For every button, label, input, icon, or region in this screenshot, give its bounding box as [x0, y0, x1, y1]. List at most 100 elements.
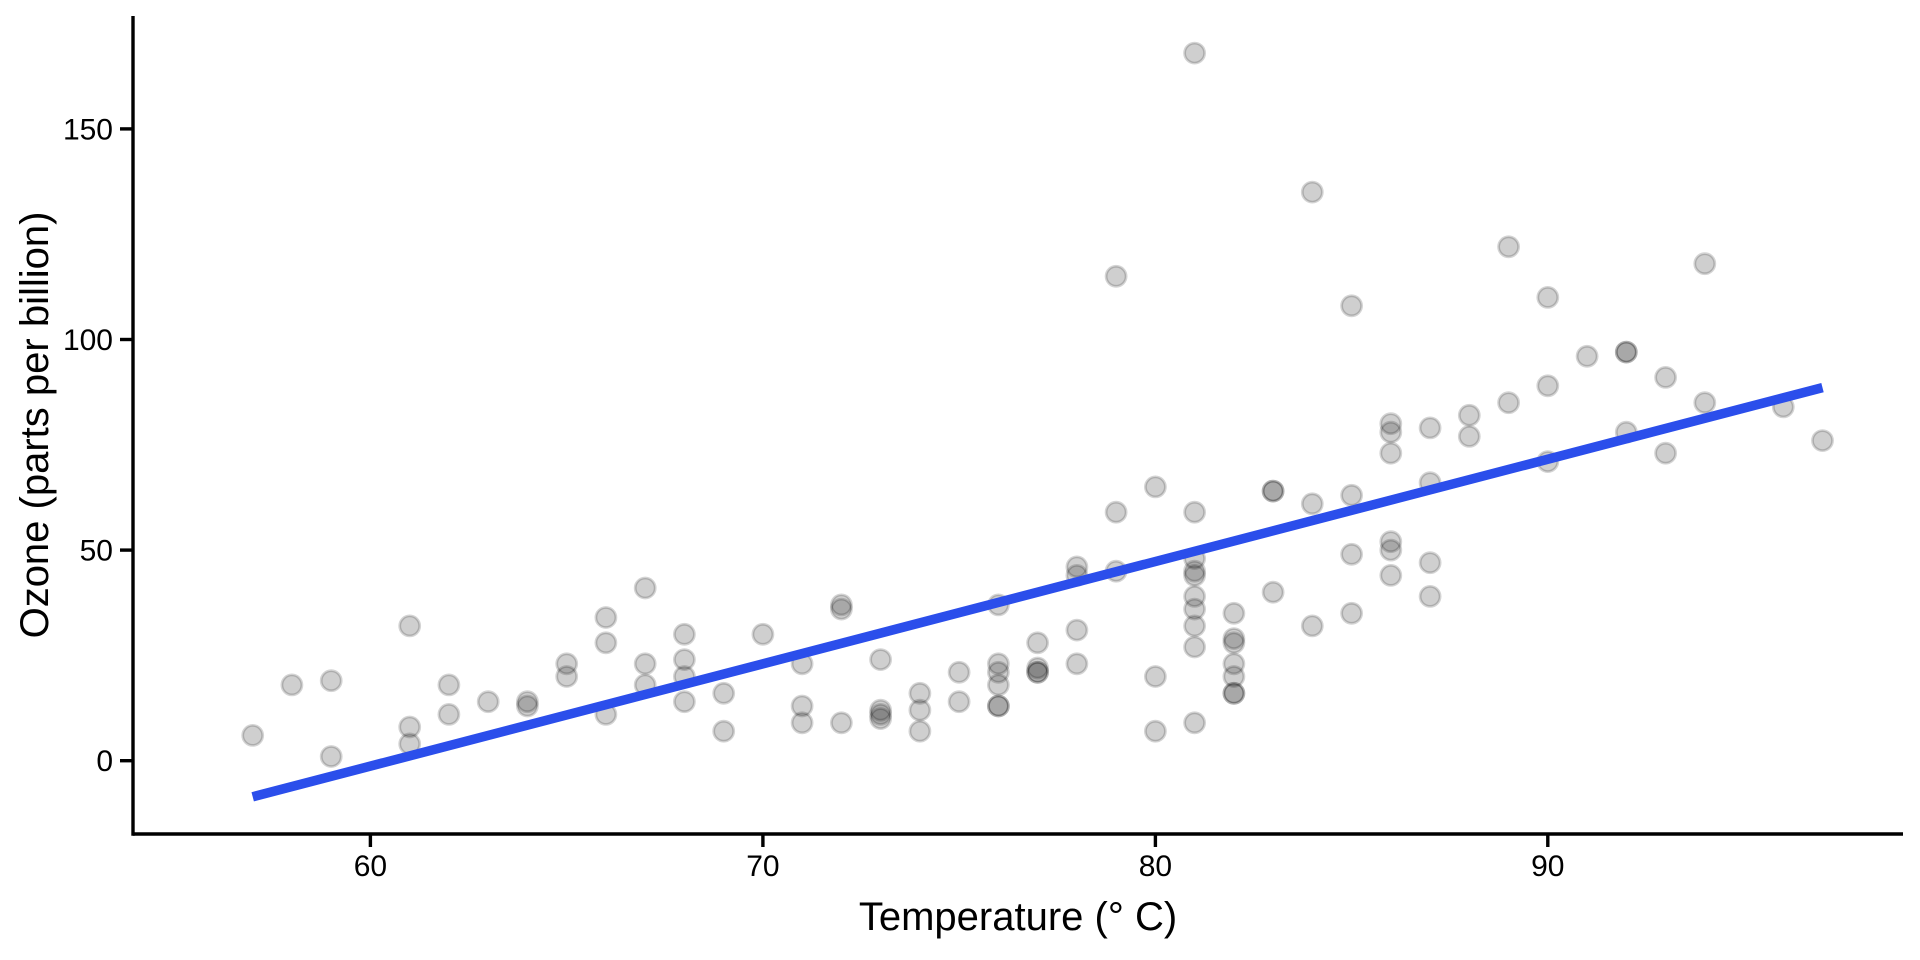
data-point	[987, 694, 1010, 718]
data-point	[1183, 614, 1206, 638]
data-point	[1261, 580, 1285, 604]
data-point	[987, 660, 1010, 684]
data-point	[516, 690, 539, 714]
data-point	[1183, 711, 1206, 735]
data-point	[1811, 429, 1834, 453]
data-point	[869, 707, 892, 730]
data-point	[908, 681, 932, 705]
data-point	[1379, 412, 1403, 436]
data-point	[1104, 264, 1128, 288]
data-point	[673, 648, 696, 671]
data-point	[1026, 660, 1049, 684]
data-point	[437, 703, 461, 726]
data-point	[1418, 585, 1442, 608]
data-point	[1614, 340, 1638, 364]
data-point	[1026, 656, 1049, 680]
data-point	[1026, 631, 1049, 655]
x-tick-label: 90	[1531, 850, 1564, 883]
data-point	[476, 690, 500, 714]
data-point	[398, 614, 422, 638]
data-point	[1340, 542, 1363, 566]
data-point	[1457, 403, 1481, 427]
data-point	[947, 660, 971, 684]
data-point	[1144, 665, 1167, 688]
data-point	[1418, 416, 1442, 440]
data-point	[908, 698, 932, 722]
data-point	[987, 673, 1010, 697]
x-tick-label: 60	[354, 850, 387, 883]
data-point	[1104, 500, 1128, 524]
data-point	[594, 606, 618, 629]
data-point	[1379, 564, 1403, 587]
data-point	[1379, 441, 1403, 465]
data-point	[1026, 660, 1049, 684]
data-point	[280, 673, 304, 697]
axes-layer	[131, 16, 1903, 836]
data-point	[1536, 374, 1560, 398]
data-point	[241, 724, 265, 747]
data-point	[1379, 530, 1403, 554]
data-point	[516, 694, 539, 718]
data-point	[1575, 344, 1599, 368]
data-point	[1261, 479, 1285, 503]
data-point	[1183, 564, 1206, 587]
data-point	[1340, 483, 1363, 507]
data-point	[1379, 420, 1403, 444]
data-point	[1222, 681, 1246, 705]
data-point	[712, 719, 736, 743]
data-point	[1654, 441, 1677, 465]
data-point	[869, 703, 892, 726]
data-point	[947, 690, 971, 714]
data-point	[1379, 538, 1403, 562]
data-point	[1222, 652, 1246, 676]
data-point	[1536, 285, 1560, 309]
data-point	[1693, 252, 1717, 276]
data-point	[1183, 585, 1206, 608]
y-tick-label: 0	[96, 745, 113, 778]
data-point	[1065, 555, 1089, 579]
x-axis-title: Temperature (° C)	[859, 895, 1177, 939]
data-point	[1497, 235, 1520, 259]
data-point	[1222, 627, 1246, 650]
data-point	[869, 698, 892, 722]
data-point	[1065, 652, 1089, 676]
data-point	[633, 576, 657, 600]
data-point	[1144, 475, 1167, 499]
data-point	[1497, 391, 1520, 415]
data-point	[1222, 631, 1246, 655]
data-point	[1340, 601, 1363, 625]
y-tick-label: 50	[80, 535, 113, 568]
data-point	[319, 745, 343, 768]
x-tick-label: 70	[746, 850, 779, 883]
data-point	[1418, 551, 1442, 575]
data-point	[555, 665, 579, 688]
trend-line-layer	[251, 383, 1824, 802]
data-point	[1222, 601, 1246, 625]
data-point	[1183, 559, 1206, 583]
data-point	[1300, 180, 1324, 204]
data-point	[1614, 340, 1638, 364]
data-point	[830, 711, 853, 735]
data-point	[555, 652, 579, 676]
y-tick-label: 100	[63, 324, 113, 357]
data-point	[1300, 492, 1324, 516]
data-point	[1654, 365, 1677, 389]
data-point	[908, 719, 932, 743]
data-point	[1183, 597, 1206, 621]
y-axis-title: Ozone (parts per billion)	[13, 212, 57, 639]
x-tick-label: 80	[1139, 850, 1172, 883]
data-point	[673, 690, 696, 714]
data-point	[437, 673, 461, 697]
ticks-layer: 60 70 80 90 0 50 100 150	[63, 113, 1565, 883]
data-point	[790, 711, 814, 735]
data-point	[751, 622, 775, 646]
y-tick-label: 150	[63, 113, 113, 146]
data-point	[712, 681, 736, 705]
data-point	[398, 715, 422, 739]
data-point	[1261, 479, 1285, 503]
data-point	[1144, 719, 1167, 743]
data-point	[594, 631, 618, 655]
data-point	[1222, 665, 1246, 688]
